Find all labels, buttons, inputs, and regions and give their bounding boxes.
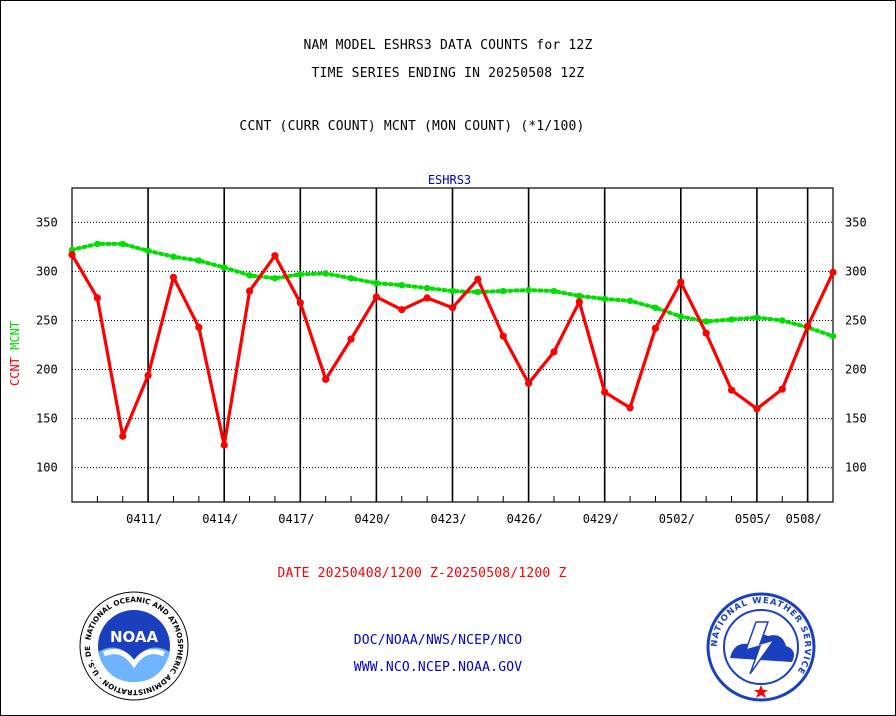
ccnt-point (499, 332, 507, 340)
mcnt-point (677, 313, 684, 320)
ccnt-point (601, 388, 609, 396)
mcnt-point (500, 287, 507, 295)
mcnt-point (550, 287, 558, 295)
plot-title: ESHRS3 (428, 173, 471, 187)
y-tick-label-left: 150 (36, 412, 58, 426)
x-tick-label: 0508/ (786, 512, 822, 526)
ccnt-point (271, 252, 279, 260)
ccnt-point (398, 306, 406, 314)
y-tick-label-right: 250 (845, 313, 867, 327)
mcnt-point (347, 275, 355, 282)
ccnt-point (372, 293, 380, 301)
mcnt-point (423, 284, 431, 292)
plot-area-border (71, 187, 834, 503)
ccnt-point (753, 405, 761, 413)
mcnt-point (94, 240, 101, 248)
y-axis-label-mcnt: MCNT (8, 321, 22, 357)
ccnt-point (778, 385, 786, 393)
mcnt-point (601, 295, 608, 303)
y-tick-label-right: 100 (845, 461, 867, 475)
website-link[interactable]: WWW.NCO.NCEP.NOAA.GOV (353, 660, 523, 675)
org-path-label: DOC/NOAA/NWS/NCEP/NCO (353, 633, 523, 648)
y-axis-label: CCNT MCNT (8, 321, 22, 386)
mcnt-point (753, 314, 761, 321)
date-range-label: DATE 20250408/1200 Z-20250508/1200 Z (277, 566, 567, 581)
y-tick-label-left: 300 (36, 264, 58, 278)
svg-text:NOAA: NOAA (110, 628, 159, 646)
mcnt-point (652, 304, 659, 311)
chart-title-line-1: NAM MODEL ESHRS3 DATA COUNTS for 12Z (303, 38, 593, 53)
x-tick-label: 0429/ (583, 512, 619, 526)
mcnt-point (119, 240, 126, 248)
y-tick-label-right: 350 (845, 215, 867, 229)
mcnt-point (170, 253, 177, 260)
mcnt-point (195, 257, 203, 264)
ccnt-point (296, 299, 304, 307)
mcnt-point (68, 246, 76, 254)
x-tick-label: 0423/ (431, 512, 467, 526)
noaa-logo: NATIONAL OCEANIC AND ATMOSPHERIC ADMINIS… (78, 590, 189, 701)
ccnt-point (144, 371, 152, 380)
y-tick-label-right: 200 (845, 363, 867, 377)
x-tick-label: 0502/ (659, 512, 695, 526)
ccnt-point (322, 375, 330, 383)
y-tick-label-left: 100 (36, 461, 58, 475)
mcnt-point (221, 264, 228, 271)
ccnt-point (423, 294, 431, 302)
chart-title-line-2: TIME SERIES ENDING IN 20250508 12Z (311, 66, 585, 81)
nws-logo: NATIONAL WEATHER SERVICE (706, 592, 816, 702)
mcnt-point (829, 332, 837, 340)
y-tick-label-left: 350 (36, 215, 58, 229)
x-tick-label: 0414/ (202, 512, 238, 526)
mcnt-point (246, 272, 253, 279)
chart-subtitle: CCNT (CURR COUNT) MCNT (MON COUNT) (*1/1… (239, 119, 585, 134)
ccnt-point (474, 275, 482, 283)
ccnt-point (550, 348, 558, 356)
mcnt-point (398, 281, 405, 289)
y-tick-label-right: 300 (845, 264, 867, 278)
mcnt-point (702, 318, 710, 325)
ccnt-point (702, 329, 710, 337)
x-tick-label: 0417/ (278, 512, 314, 526)
ccnt-point (677, 278, 685, 286)
mcnt-point (474, 288, 482, 296)
mcnt-point (449, 287, 456, 295)
ccnt-point (220, 441, 228, 449)
mcnt-point (779, 317, 786, 324)
ccnt-point (575, 298, 583, 306)
mcnt-point (576, 292, 583, 300)
mcnt-point (626, 297, 634, 305)
mcnt-point (144, 247, 152, 254)
x-tick-label: 0411/ (126, 512, 162, 526)
ccnt-point (169, 273, 178, 281)
y-tick-label-right: 150 (845, 412, 867, 426)
mcnt-point (525, 286, 532, 294)
ccnt-point (829, 268, 837, 276)
x-tick-label: 0420/ (354, 512, 390, 526)
mcnt-point (728, 316, 735, 323)
x-tick-label: 0426/ (507, 512, 543, 526)
mcnt-point (297, 271, 304, 278)
ccnt-point (626, 404, 634, 412)
mcnt-point (373, 279, 380, 287)
ccnt-point (347, 335, 355, 343)
y-tick-label-left: 200 (36, 363, 58, 377)
ccnt-point (804, 322, 812, 330)
x-tick-label: 0505/ (735, 512, 771, 526)
ccnt-point (727, 386, 736, 394)
ccnt-point (68, 251, 76, 259)
ccnt-point (448, 304, 457, 312)
ccnt-point (651, 324, 660, 332)
ccnt-point (195, 323, 203, 331)
y-tick-label-left: 250 (36, 313, 58, 327)
ccnt-point (93, 294, 101, 302)
y-axis-label-ccnt: CCNT (8, 357, 22, 386)
mcnt-point (271, 275, 279, 282)
ccnt-point (119, 432, 127, 440)
ccnt-point (245, 287, 254, 295)
ccnt-point (525, 379, 533, 387)
mcnt-point (322, 270, 329, 277)
